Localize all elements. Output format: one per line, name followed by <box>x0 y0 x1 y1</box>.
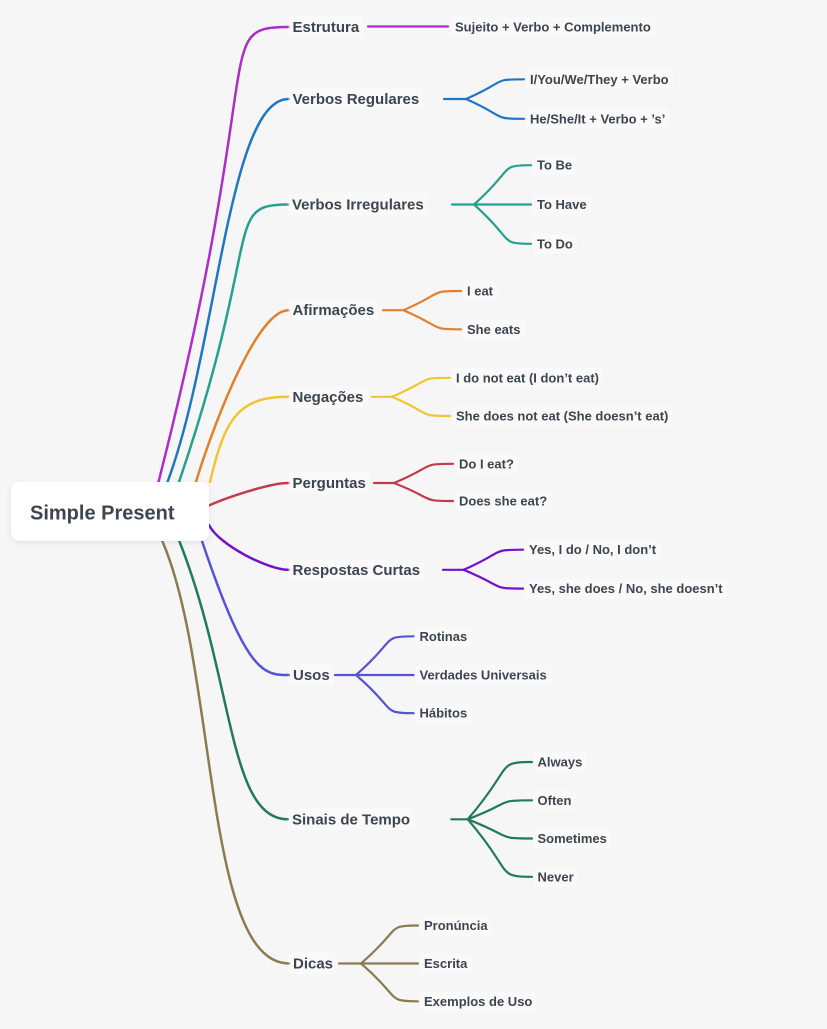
svg-text:Yes, I do / No, I don’t: Yes, I do / No, I don’t <box>529 542 657 557</box>
svg-text:Often: Often <box>538 793 572 808</box>
svg-text:To Have: To Have <box>537 197 587 212</box>
svg-text:Verdades Universais: Verdades Universais <box>420 668 547 683</box>
svg-text:Yes, she does / No, she doesn’: Yes, she does / No, she doesn’t <box>529 581 723 596</box>
svg-text:Sujeito + Verbo + Complemento: Sujeito + Verbo + Complemento <box>455 20 651 35</box>
svg-text:Usos: Usos <box>293 667 330 684</box>
svg-text:Pronúncia: Pronúncia <box>424 918 488 933</box>
svg-text:Sinais de Tempo: Sinais de Tempo <box>292 811 410 828</box>
svg-text:Escrita: Escrita <box>424 956 468 971</box>
svg-text:Verbos Regulares: Verbos Regulares <box>293 91 420 108</box>
svg-text:She does not eat (She doesn’t: She does not eat (She doesn’t eat) <box>456 409 668 424</box>
svg-text:Always: Always <box>538 755 583 770</box>
svg-text:She eats: She eats <box>467 322 520 337</box>
svg-text:Simple Present: Simple Present <box>30 502 175 524</box>
svg-text:Afirmações: Afirmações <box>293 302 375 319</box>
svg-text:Dicas: Dicas <box>293 956 333 973</box>
svg-text:Never: Never <box>538 869 574 884</box>
svg-text:He/She/It + Verbo + ’s’: He/She/It + Verbo + ’s’ <box>530 111 665 126</box>
svg-text:I do not eat (I don’t eat): I do not eat (I don’t eat) <box>456 370 599 385</box>
svg-text:Estrutura: Estrutura <box>293 19 360 36</box>
svg-text:I eat: I eat <box>467 284 494 299</box>
svg-text:Verbos Irregulares: Verbos Irregulares <box>292 197 424 214</box>
svg-text:To Be: To Be <box>537 158 572 173</box>
svg-text:Respostas Curtas: Respostas Curtas <box>293 562 421 579</box>
svg-text:Do I eat?: Do I eat? <box>459 456 514 471</box>
svg-text:Rotinas: Rotinas <box>420 629 468 644</box>
svg-text:Exemplos de Uso: Exemplos de Uso <box>424 994 532 1009</box>
svg-text:To Do: To Do <box>537 236 573 251</box>
svg-text:I/You/We/They + Verbo: I/You/We/They + Verbo <box>530 72 669 87</box>
svg-text:Does she eat?: Does she eat? <box>459 494 547 509</box>
svg-text:Perguntas: Perguntas <box>293 475 366 492</box>
svg-text:Hábitos: Hábitos <box>420 706 468 721</box>
svg-text:Sometimes: Sometimes <box>538 831 607 846</box>
svg-text:Negações: Negações <box>293 389 364 406</box>
